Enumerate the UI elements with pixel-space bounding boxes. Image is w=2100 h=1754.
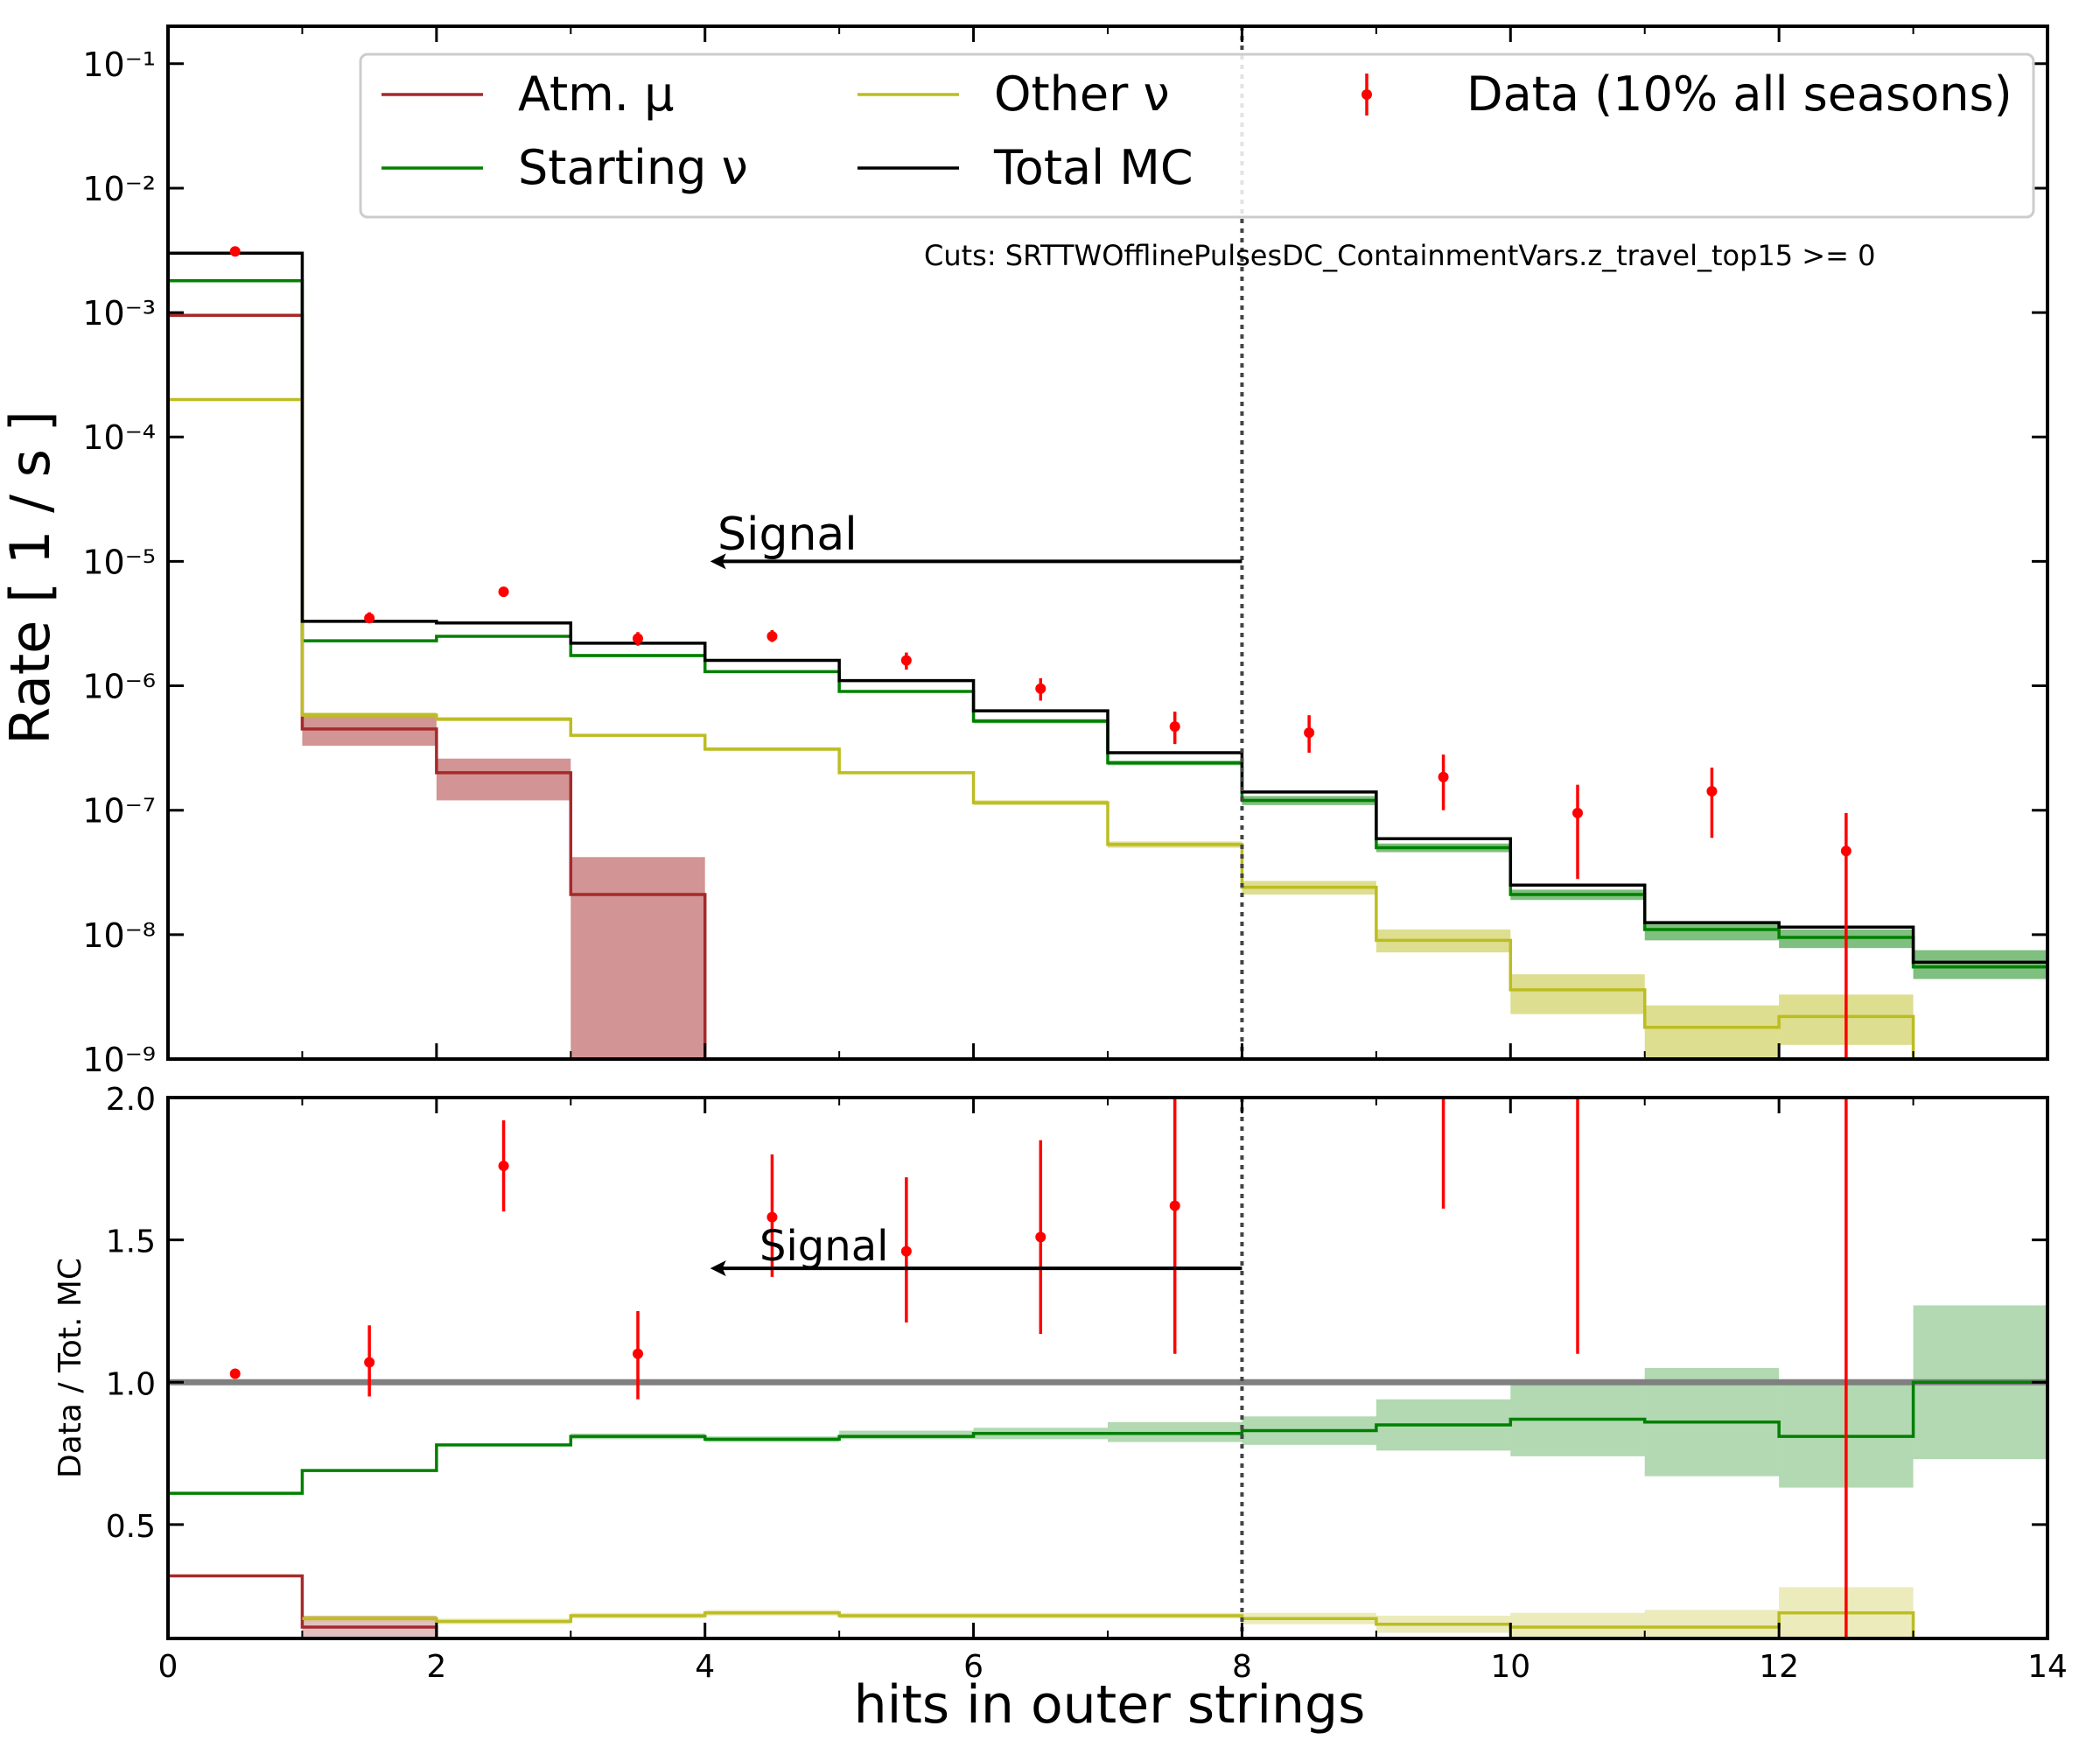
x-tick-label: 0 bbox=[158, 1649, 178, 1685]
x-tick-label: 10 bbox=[1490, 1649, 1530, 1685]
bottom-data-point-0 bbox=[229, 1368, 241, 1379]
bottom-data-point-1 bbox=[364, 1357, 375, 1368]
legend-box bbox=[359, 53, 2035, 219]
legend-label: Atm. μ bbox=[518, 67, 674, 122]
top-y-tick-label: 10⁻⁷ bbox=[82, 792, 156, 831]
bottom-plot-area bbox=[168, 1098, 2048, 1638]
top-data-point-12 bbox=[1840, 845, 1852, 857]
bottom-data-point-7 bbox=[1169, 1200, 1180, 1211]
top-y-tick-label: 10⁻⁶ bbox=[82, 668, 156, 706]
bottom-series-other bbox=[302, 1610, 1915, 1638]
legend-data-marker bbox=[1362, 89, 1372, 100]
x-tick-label: 2 bbox=[426, 1649, 446, 1685]
x-tick-label: 8 bbox=[1232, 1649, 1252, 1685]
top-panel: 10⁻⁹ 10⁻⁸ 10⁻⁷ 10⁻⁶ 10⁻⁵ 10⁻⁴ 10⁻³ 10⁻² 10⁻¹ bbox=[82, 25, 2049, 1079]
top-band-other-10 bbox=[1510, 974, 1645, 1014]
top-data-point-5 bbox=[900, 655, 912, 666]
x-tick-label: 6 bbox=[963, 1649, 984, 1685]
bottom-signal-arrow-head bbox=[710, 1260, 726, 1277]
top-data-point-11 bbox=[1706, 786, 1718, 797]
y-axis-label-bottom: Data / Tot. MC bbox=[52, 1258, 88, 1478]
top-y-tick-label: 10⁻⁹ bbox=[82, 1041, 156, 1079]
top-data-point-4 bbox=[766, 630, 778, 642]
top-data-point-3 bbox=[633, 633, 643, 644]
bottom-data-point-3 bbox=[633, 1348, 643, 1359]
legend-label: Data (10% all seasons) bbox=[1466, 67, 2012, 122]
x-axis-label: hits in outer strings bbox=[854, 1674, 1366, 1736]
top-y-tick-label: 10⁻⁸ bbox=[82, 916, 156, 955]
bottom-data-point-6 bbox=[1035, 1231, 1046, 1243]
top-band-other-11 bbox=[1644, 1005, 1780, 1059]
signal-label-top: Signal bbox=[718, 509, 858, 561]
legend-label: Starting ν bbox=[518, 140, 748, 195]
x-tick-label: 12 bbox=[1759, 1649, 1799, 1685]
top-data-point-8 bbox=[1304, 727, 1315, 739]
bottom-data-point-5 bbox=[900, 1245, 912, 1257]
top-data-point-0 bbox=[229, 246, 241, 257]
top-series-totalmc bbox=[168, 251, 2048, 965]
top-plot-area bbox=[168, 246, 2048, 1059]
top-data-point-9 bbox=[1438, 771, 1449, 782]
bottom-data-point-4 bbox=[766, 1211, 778, 1223]
top-y-tick-label: 10⁻³ bbox=[82, 294, 156, 333]
x-tick-label: 4 bbox=[695, 1649, 715, 1685]
top-data-point-2 bbox=[498, 586, 509, 598]
top-y-tick-label: 10⁻⁴ bbox=[82, 418, 156, 457]
cuts-annotation: Cuts: SRTTWOfflinePulsesDC_ContainmentVa… bbox=[924, 239, 1875, 272]
bottom-series-starting bbox=[168, 1380, 2048, 1495]
bottom-y-tick-label: 1.5 bbox=[106, 1224, 156, 1260]
legend: Atm. μ Starting ν Other ν Total MC Data (10%… bbox=[359, 53, 2035, 219]
signal-label-bottom: Signal bbox=[760, 1222, 888, 1271]
top-band-atm-3 bbox=[570, 857, 705, 1059]
top-data-point-6 bbox=[1035, 683, 1046, 694]
top-y-tick-label: 10⁻⁵ bbox=[82, 543, 156, 581]
x-tick-label: 14 bbox=[2027, 1649, 2068, 1685]
top-signal-arrow-head bbox=[710, 553, 726, 570]
top-band-atm-2 bbox=[436, 758, 571, 801]
bottom-band-other-11 bbox=[1644, 1610, 1780, 1638]
bottom-y-tick-label: 1.0 bbox=[106, 1366, 156, 1402]
bottom-y-tick-label: 0.5 bbox=[106, 1509, 156, 1545]
bottom-panel: 0.5 1.0 1.5 2.0 0 2 4 6 8 10 12 14 bbox=[106, 1082, 2068, 1685]
legend-label: Total MC bbox=[993, 140, 1194, 195]
y-axis-label-top: Rate [ 1 / s ] bbox=[0, 410, 62, 745]
legend-label: Other ν bbox=[994, 67, 1170, 122]
top-data-point-7 bbox=[1169, 721, 1180, 733]
top-y-tick-label: 10⁻¹ bbox=[82, 46, 156, 84]
top-band-starting-13 bbox=[1913, 950, 2048, 979]
top-y-tick-label: 10⁻² bbox=[82, 170, 156, 208]
bottom-y-tick-label: 2.0 bbox=[106, 1082, 156, 1118]
top-series-other bbox=[168, 397, 1915, 1059]
top-data-point-1 bbox=[364, 613, 375, 624]
top-data-point-10 bbox=[1572, 807, 1583, 818]
bottom-data-point-2 bbox=[498, 1161, 509, 1172]
top-band-starting-11 bbox=[1644, 923, 1780, 941]
